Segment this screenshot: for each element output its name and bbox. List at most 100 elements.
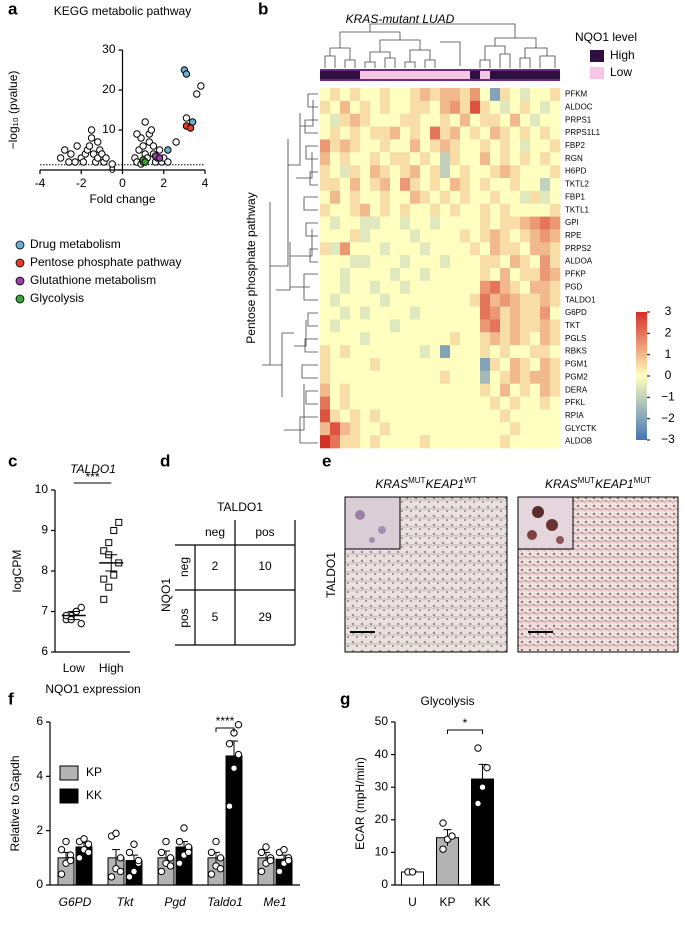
heatmap-cell [510,383,521,397]
heatmap-cell [400,383,411,397]
group-cell [550,71,560,79]
heatmap-cell [320,370,331,385]
heatmap-cell [480,216,491,230]
row-dendrogram [262,93,318,444]
heatmap-cell [480,242,491,256]
heatmap-cell [330,152,341,166]
y-tick-label: 6 [41,644,48,658]
x-tick-label: KP [439,895,455,909]
data-point [84,848,93,857]
heatmap-cell [450,358,461,372]
heatmap-cell [360,152,371,166]
heatmap-cell [520,345,531,359]
heatmap-cell [520,293,531,307]
row-label: G6PD [565,308,587,317]
heatmap-cell [460,293,471,307]
heatmap-cell [510,139,521,153]
heatmap-cell [360,409,371,423]
data-point [66,856,75,865]
significance-bracket [215,727,235,732]
data-point [141,158,149,166]
colorbar-label: −3 [661,432,675,446]
heatmap-cell [340,216,351,230]
heatmap-cell [390,255,401,269]
heatmap-cell [470,229,481,243]
data-point [157,867,166,876]
heatmap-cell [440,216,451,230]
heatmap-cell [520,358,531,372]
heatmap-cell [440,332,451,346]
heatmap-cell [460,409,471,423]
heatmap-cell [430,319,441,333]
heatmap-cell [320,396,331,410]
heatmap-cell [380,435,391,449]
heatmap-cell [420,190,431,205]
heatmap-cell [540,113,551,127]
chart-title: TALDO1 [70,462,116,476]
data-point [225,802,234,810]
heatmap-cell [340,165,351,179]
heatmap-cell [420,383,431,397]
data-point [110,527,118,534]
heatmap-cell [340,306,351,320]
heatmap-cell [330,306,341,320]
heatmap-cell [540,345,551,359]
heatmap-cell [320,139,331,153]
heatmap-cell [450,409,461,423]
heatmap-cell [490,345,501,359]
heatmap-cell [410,280,421,295]
heatmap-cell [450,319,461,333]
heatmap-cell [330,422,341,436]
y-tick-label: 10 [375,845,389,859]
heatmap-cell [390,216,401,230]
row-label: RPIA [565,411,584,420]
y-tick-label: 20 [375,812,389,826]
heatmap-cell [370,345,381,359]
heatmap-cell [480,88,491,102]
row-label: H6PD [565,167,587,176]
heatmap-cell [500,268,511,282]
heatmap-cell [420,396,431,410]
data-point [115,518,123,526]
heatmap-cell [370,178,381,192]
heatmap-cell [540,396,551,410]
data-point [80,835,88,843]
heatmap-cell [460,190,471,205]
data-point [408,868,417,876]
heatmap-cell [420,165,431,179]
data-point [207,848,216,857]
heatmap-cell [500,396,511,410]
heatmap-cell [550,383,561,397]
group-cell [380,71,390,79]
heatmap-cell [320,152,331,166]
group-cell [430,71,440,79]
heatmap-cell [390,139,401,153]
heatmap-cell [330,229,341,243]
heatmap-cell [520,396,531,410]
heatmap-cell [400,229,411,243]
heatmap-cell [490,100,501,115]
heatmap-cell [390,280,401,295]
heatmap-cell [400,306,411,320]
heatmap-cell [320,358,331,372]
data-point [155,154,164,162]
table-cell: 2 [212,559,219,573]
heatmap-cell [340,113,351,127]
row-label: RPE [565,231,581,240]
heatmap-cell [490,139,501,153]
heatmap-cell [460,345,471,359]
heatmap-cell [470,216,481,230]
heatmap-cell [490,358,501,372]
x-tick-label: Pgd [164,895,186,909]
data-point [262,843,270,851]
y-tick-label: 10 [102,122,116,136]
heatmap-cell [400,345,411,359]
row-label: PFKP [565,270,586,279]
heatmap-cell [490,242,501,256]
x-tick-label: G6PD [59,895,92,909]
heatmap-cell [510,396,521,410]
heatmap-cell [350,358,361,372]
heatmap-cell [320,280,331,295]
heatmap-cell [340,126,351,140]
heatmap-cell [470,370,481,385]
